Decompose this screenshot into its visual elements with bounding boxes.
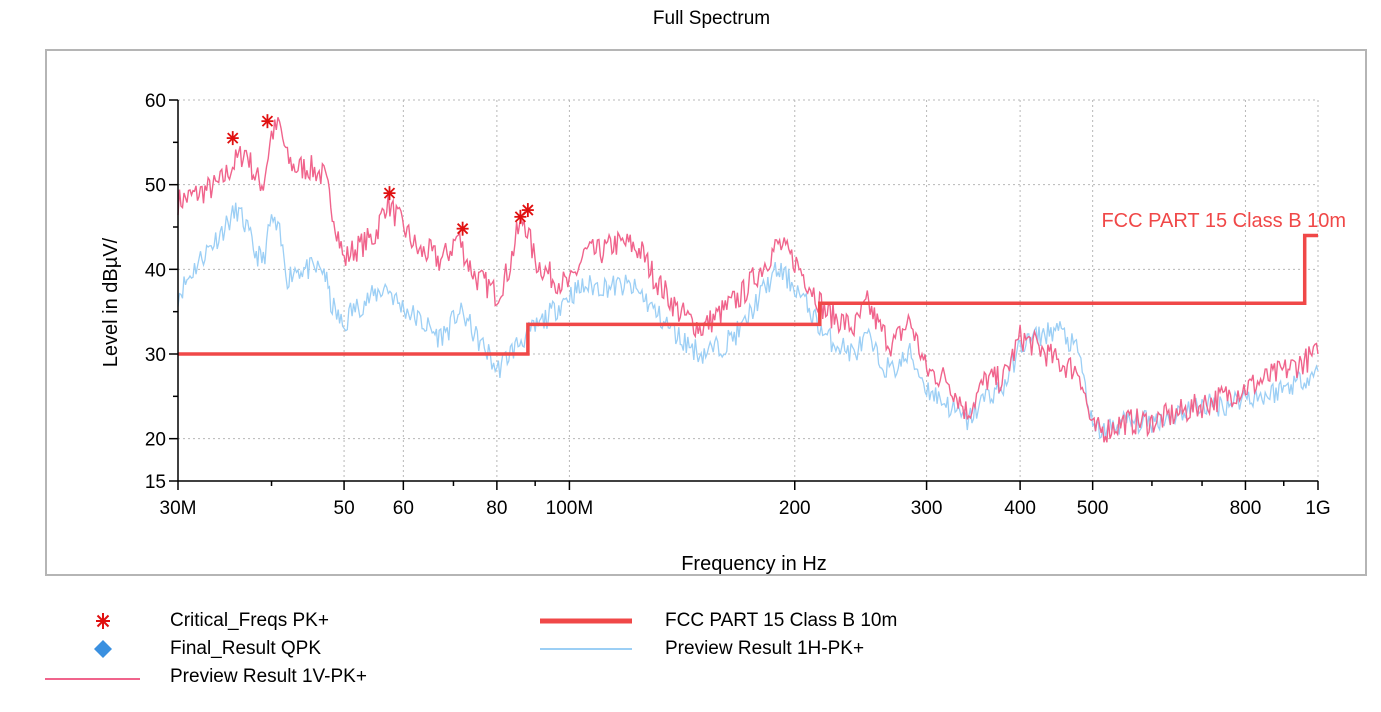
x-tick-label: 800 xyxy=(1230,498,1262,519)
legend-symbol-final-result xyxy=(94,640,112,658)
x-tick-label: 100M xyxy=(546,498,594,519)
x-tick-label: 80 xyxy=(486,498,507,519)
limit-annotation: FCC PART 15 Class B 10m xyxy=(1101,210,1346,232)
critical-freq-marker xyxy=(456,221,469,236)
legend-symbol-critical-freqs xyxy=(96,613,110,629)
y-tick-label: 15 xyxy=(145,472,166,493)
star-stroke xyxy=(456,223,469,235)
y-tick-label: 40 xyxy=(145,260,166,281)
x-tick-label: 300 xyxy=(911,498,943,519)
chart-title: Full Spectrum xyxy=(652,8,771,29)
legend-label-critical-freqs: Critical_Freqs PK+ xyxy=(170,610,329,631)
star-stroke xyxy=(96,614,110,628)
x-tick-label: 400 xyxy=(1004,498,1036,519)
legend-label-final-result: Final_Result QPK xyxy=(170,638,322,659)
x-tick-label: 200 xyxy=(779,498,811,519)
y-tick-label: 60 xyxy=(145,91,166,112)
critical-freq-marker xyxy=(261,114,274,129)
x-axis-title: Frequency in Hz xyxy=(681,553,827,575)
limit-line-fcc xyxy=(178,233,1318,356)
x-tick-label: 500 xyxy=(1077,498,1109,519)
x-tick-label: 50 xyxy=(334,498,355,519)
legend-label-preview-1v: Preview Result 1V-PK+ xyxy=(170,666,367,687)
star-stroke xyxy=(227,132,239,144)
critical-freq-marker xyxy=(514,209,527,224)
x-tick-label: 1G xyxy=(1305,498,1330,519)
plot-frame xyxy=(45,49,1367,576)
axis-layer xyxy=(169,99,1319,490)
star-stroke xyxy=(383,187,396,199)
x-tick-label: 30M xyxy=(160,498,197,519)
star-stroke xyxy=(522,204,534,216)
y-tick-label: 50 xyxy=(145,176,166,197)
critical-freq-marker xyxy=(226,131,239,146)
series-layer xyxy=(177,114,1319,443)
critical-freq-marker xyxy=(521,203,534,218)
legend-label-fcc-limit: FCC PART 15 Class B 10m xyxy=(665,610,898,631)
legend-label-preview-1h: Preview Result 1H-PK+ xyxy=(665,638,865,659)
x-tick-label: 60 xyxy=(393,498,414,519)
series-preview-1v-line xyxy=(177,117,1319,443)
y-axis-title: Level in dBµV/ xyxy=(100,237,122,367)
text-layer: 60 50 40 30 20 15 30M 50 60 80 100M 200 300 400 500 800… xyxy=(100,91,1346,575)
y-tick-label: 20 xyxy=(145,430,166,451)
critical-freq-marker xyxy=(383,186,396,201)
y-tick-label: 30 xyxy=(145,345,166,366)
star-stroke xyxy=(261,115,274,127)
legend-layer xyxy=(45,613,632,680)
series-preview-1h-line xyxy=(177,202,1319,440)
